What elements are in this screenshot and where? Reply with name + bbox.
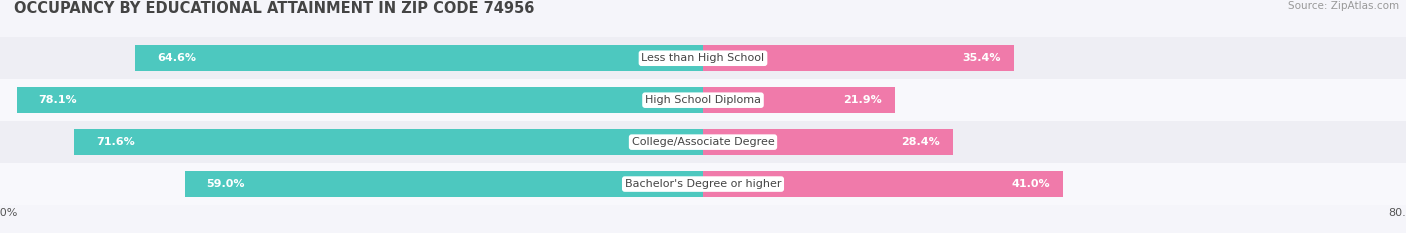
Bar bbox=[75, 129, 703, 155]
Bar bbox=[703, 171, 1063, 197]
Bar bbox=[703, 45, 1014, 71]
Bar bbox=[703, 87, 896, 113]
Bar bbox=[0, 121, 1406, 163]
Bar bbox=[0, 79, 1406, 121]
Text: 59.0%: 59.0% bbox=[207, 179, 245, 189]
Bar bbox=[184, 171, 703, 197]
Text: College/Associate Degree: College/Associate Degree bbox=[631, 137, 775, 147]
Text: 41.0%: 41.0% bbox=[1011, 179, 1050, 189]
Bar bbox=[0, 163, 1406, 205]
Text: OCCUPANCY BY EDUCATIONAL ATTAINMENT IN ZIP CODE 74956: OCCUPANCY BY EDUCATIONAL ATTAINMENT IN Z… bbox=[14, 1, 534, 16]
Text: Bachelor's Degree or higher: Bachelor's Degree or higher bbox=[624, 179, 782, 189]
Text: 78.1%: 78.1% bbox=[39, 95, 77, 105]
Text: Source: ZipAtlas.com: Source: ZipAtlas.com bbox=[1288, 1, 1399, 11]
Text: 64.6%: 64.6% bbox=[157, 53, 197, 63]
Bar bbox=[0, 37, 1406, 79]
Text: Less than High School: Less than High School bbox=[641, 53, 765, 63]
Bar bbox=[17, 87, 703, 113]
Bar bbox=[703, 129, 953, 155]
Text: 35.4%: 35.4% bbox=[962, 53, 1001, 63]
Text: 71.6%: 71.6% bbox=[96, 137, 135, 147]
Text: 21.9%: 21.9% bbox=[844, 95, 883, 105]
Text: High School Diploma: High School Diploma bbox=[645, 95, 761, 105]
Text: 28.4%: 28.4% bbox=[901, 137, 939, 147]
Bar bbox=[135, 45, 703, 71]
